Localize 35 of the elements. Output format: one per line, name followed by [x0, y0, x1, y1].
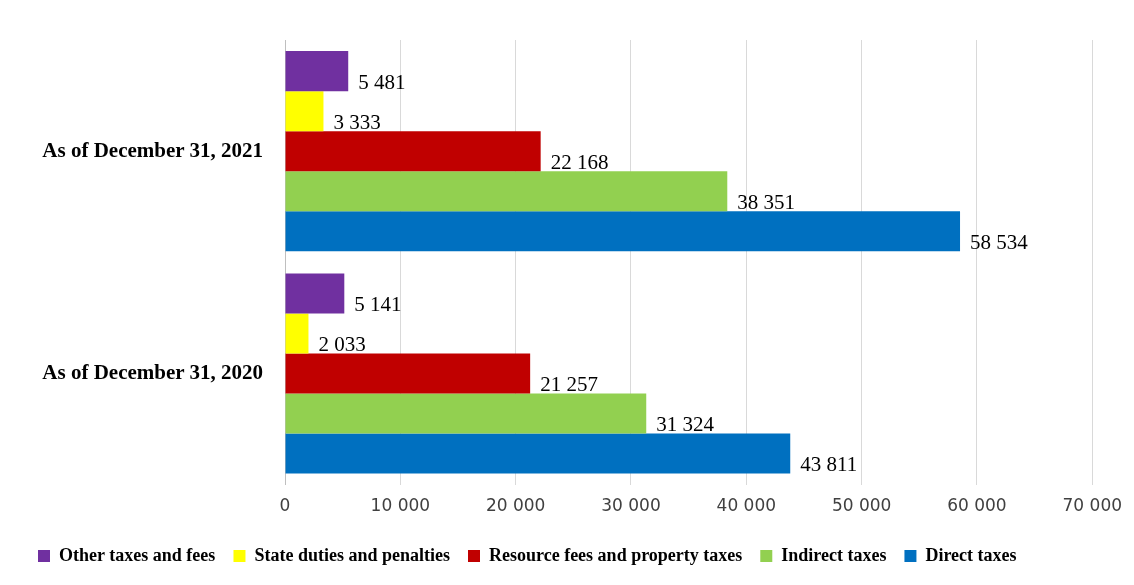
data-label: 21 257: [540, 371, 598, 396]
bar: [285, 273, 345, 314]
data-label: 38 351: [737, 189, 796, 214]
data-label: 58 534: [970, 229, 1029, 254]
x-tick-label: 20 000: [485, 495, 546, 516]
x-tick-label: 30 000: [601, 495, 661, 516]
bar: [285, 433, 791, 474]
bar: [285, 211, 961, 252]
bar: [285, 393, 647, 434]
legend-label: Resource fees and property taxes: [488, 544, 743, 565]
bar: [285, 51, 349, 92]
x-tick-label: 70 000: [1062, 495, 1122, 516]
x-tick-label: 60 000: [947, 495, 1007, 516]
bar: [285, 353, 531, 394]
data-label: 43 811: [800, 451, 858, 476]
legend-label: Other taxes and fees: [59, 544, 216, 565]
bar: [285, 313, 309, 354]
bar: [285, 131, 541, 172]
bar: [285, 171, 728, 212]
data-label: 5 481: [358, 69, 406, 94]
legend-label: Direct taxes: [925, 544, 1017, 565]
x-tick-label: 0: [279, 495, 291, 516]
data-label: 22 168: [550, 149, 609, 174]
legend-label: State duties and penalties: [254, 544, 450, 565]
x-tick-label: 10 000: [370, 495, 431, 516]
bar: [285, 91, 324, 132]
x-tick-label: 50 000: [831, 495, 892, 516]
data-label: 3 333: [333, 109, 381, 134]
y-tick-label: As of December 31, 2020: [42, 359, 264, 384]
data-label: 31 324: [656, 411, 715, 436]
legend-label: Indirect taxes: [781, 544, 887, 565]
x-tick-label: 40 000: [716, 495, 777, 516]
data-label: 5 141: [354, 291, 402, 316]
y-tick-label: As of December 31, 2021: [42, 137, 264, 162]
data-label: 2 033: [318, 331, 366, 356]
